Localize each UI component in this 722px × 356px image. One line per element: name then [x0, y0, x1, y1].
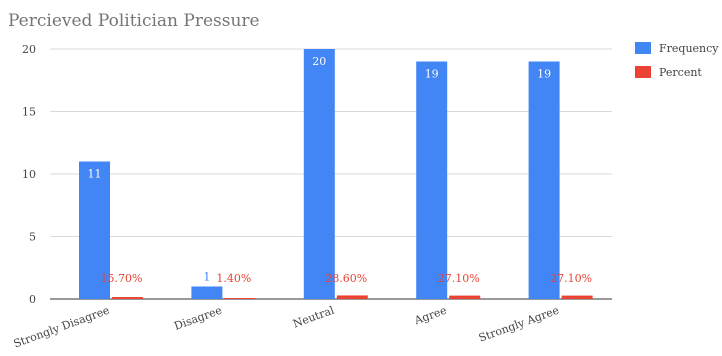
- x-tick-label: Disagree: [172, 304, 223, 333]
- y-tick-label: 10: [22, 168, 36, 181]
- percent-data-label: 28.60%: [325, 272, 367, 285]
- x-axis-labels: Strongly Disagree Disagree Neutral Agree Str…: [12, 303, 561, 350]
- frequency-data-label: 11: [88, 168, 102, 181]
- percent-data-label: 1.40%: [216, 272, 251, 285]
- y-axis-ticks: 0 5 10 15 20: [22, 43, 36, 306]
- percent-data-label: 27.10%: [438, 272, 480, 285]
- y-tick-label: 15: [22, 106, 36, 119]
- bars: [79, 49, 593, 299]
- legend-swatch: [635, 66, 651, 78]
- percent-bar: [561, 295, 593, 299]
- frequency-bar: [416, 61, 448, 299]
- x-tick-label: Neutral: [291, 303, 336, 330]
- legend-label: Frequency: [659, 42, 719, 55]
- percent-bar: [449, 295, 481, 299]
- percent-bar: [336, 295, 368, 299]
- y-tick-label: 0: [29, 293, 36, 306]
- percent-bar: [224, 298, 256, 299]
- frequency-bar: [528, 61, 560, 299]
- percent-data-label: 27.10%: [550, 272, 592, 285]
- x-tick-label: Strongly Agree: [477, 304, 561, 345]
- frequency-data-label: 19: [537, 68, 551, 81]
- frequency-data-label: 1: [203, 271, 210, 284]
- data-labels: 11 15.70% 1 1.40% 20 28.60% 19 27.10% 19 27.10%: [88, 55, 593, 285]
- x-tick-label: Strongly Disagree: [12, 304, 111, 351]
- frequency-bar: [191, 286, 223, 299]
- frequency-data-label: 20: [312, 55, 326, 68]
- frequency-data-label: 19: [425, 68, 439, 81]
- frequency-bar: [303, 49, 335, 299]
- y-tick-label: 5: [29, 231, 36, 244]
- chart-title: Percieved Politician Pressure: [8, 11, 260, 31]
- percent-bar: [112, 297, 143, 299]
- legend: Frequency Percent: [635, 42, 719, 79]
- frequency-bar: [79, 161, 110, 299]
- x-tick-label: Agree: [412, 304, 449, 328]
- legend-swatch: [635, 42, 651, 54]
- percent-data-label: 15.70%: [101, 272, 143, 285]
- legend-label: Percent: [659, 66, 702, 79]
- y-tick-label: 20: [22, 43, 36, 56]
